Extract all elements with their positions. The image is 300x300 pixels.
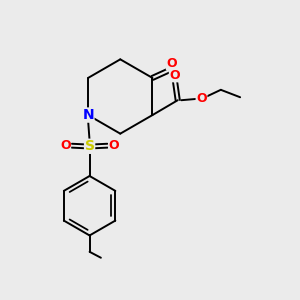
Text: O: O — [60, 139, 70, 152]
Text: O: O — [196, 92, 207, 105]
Text: O: O — [167, 57, 177, 70]
Text: S: S — [85, 139, 94, 153]
Text: N: N — [82, 108, 94, 122]
Text: O: O — [109, 139, 119, 152]
Text: O: O — [169, 69, 180, 82]
